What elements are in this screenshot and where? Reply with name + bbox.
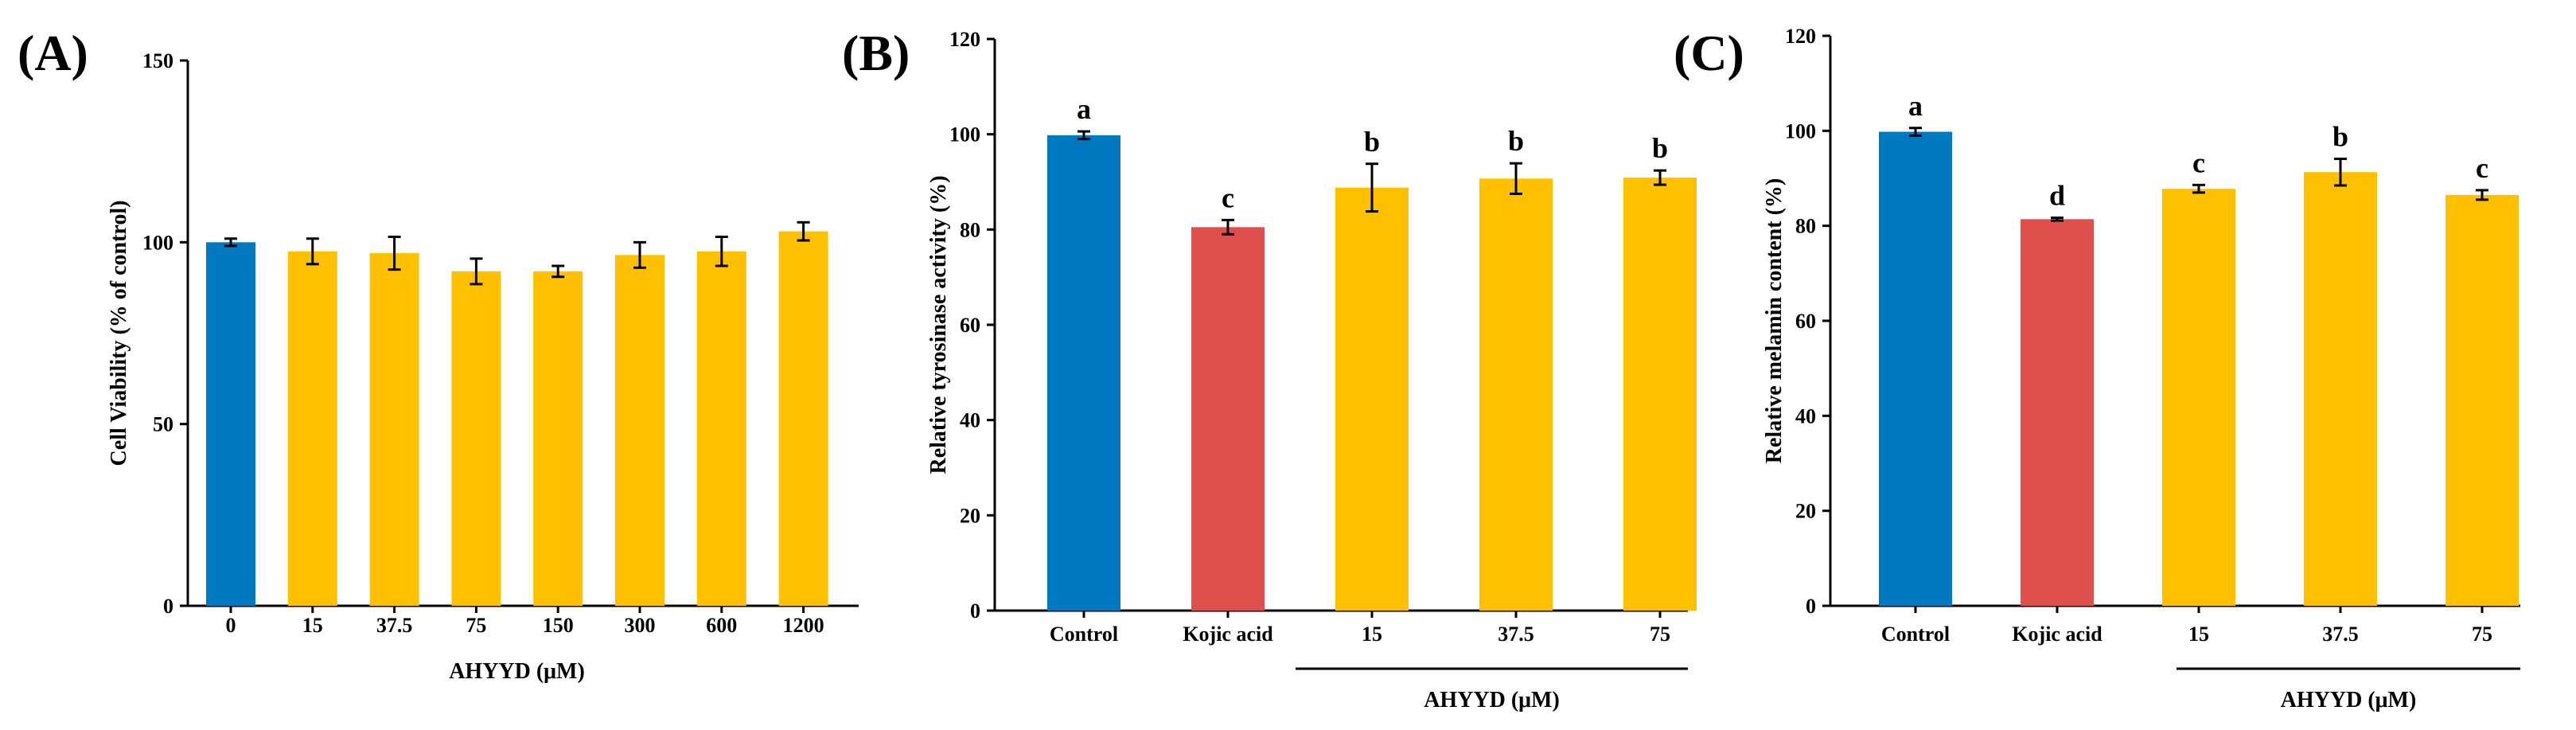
- y-tick-label: 50: [153, 413, 173, 436]
- bar: [615, 255, 664, 606]
- bar: [206, 242, 255, 606]
- bar: [1191, 227, 1265, 611]
- x-tick-label: 0: [226, 614, 236, 637]
- bar: [2162, 189, 2235, 607]
- significance-letter: b: [2332, 121, 2348, 153]
- y-tick-label: 20: [960, 504, 980, 527]
- significance-letter: c: [1222, 182, 1234, 213]
- significance-letter: d: [2049, 180, 2065, 212]
- significance-letter: a: [1077, 93, 1091, 125]
- x-tick-label: 75: [2472, 623, 2492, 646]
- panel-label: (C): [1674, 25, 1744, 81]
- bar: [287, 251, 337, 606]
- chart-panel-b: (B) 0 20 40 60 80 100 120 Relative tyrosinase ac…: [842, 25, 1697, 712]
- bar: [533, 271, 583, 606]
- y-tick-label: 150: [142, 49, 173, 72]
- y-tick-label: 60: [1795, 310, 1816, 333]
- bar: [1047, 135, 1120, 611]
- bar: [778, 231, 828, 606]
- bar: [2021, 219, 2094, 606]
- x-tick-label: 75: [466, 614, 486, 637]
- x-axis-title: AHYYD (μM): [449, 659, 585, 684]
- group-label: AHYYD (μM): [2281, 688, 2417, 712]
- y-axis-title: Cell Viability (% of control): [107, 201, 131, 466]
- y-axis-title: Relative melamin content (%): [1762, 178, 1787, 463]
- y-tick-label: 100: [1785, 119, 1816, 142]
- y-tick-label: 40: [960, 409, 980, 432]
- chart-panel-c: (C) 0 20 40 60 80 100 120 Relative melamin conte…: [1674, 25, 2520, 712]
- bar: [1335, 187, 1409, 611]
- x-tick-label: 15: [302, 614, 323, 637]
- panel-label: (B): [842, 25, 910, 81]
- x-tick-label: 75: [1650, 623, 1670, 646]
- y-tick-label: 20: [1795, 500, 1816, 523]
- bar: [1623, 178, 1697, 611]
- x-tick-label: 600: [706, 614, 737, 637]
- y-axis-title: Relative tyrosinase activity (%): [926, 175, 951, 474]
- bar: [2304, 172, 2377, 606]
- significance-letter: c: [2476, 152, 2488, 184]
- bar: [1879, 131, 1952, 606]
- y-tick-label: 40: [1795, 404, 1816, 427]
- y-tick-label: 100: [142, 231, 173, 254]
- x-tick-label: Kojic acid: [1183, 623, 1273, 646]
- significance-letter: b: [1508, 125, 1524, 157]
- x-tick-label: Kojic acid: [2012, 623, 2102, 646]
- significance-letter: b: [1652, 132, 1668, 164]
- x-tick-label: 300: [625, 614, 656, 637]
- x-tick-label: 37.5: [1498, 623, 1534, 646]
- significance-letter: c: [2192, 146, 2205, 178]
- y-tick-label: 80: [960, 218, 980, 241]
- y-tick-label: 0: [163, 595, 173, 618]
- x-tick-label: Control: [1881, 623, 1950, 646]
- x-tick-label: 15: [2188, 623, 2209, 646]
- significance-letter: b: [1364, 126, 1380, 158]
- y-tick-label: 0: [1806, 595, 1816, 618]
- y-tick-label: 120: [949, 28, 980, 51]
- x-tick-label: 37.5: [2322, 623, 2359, 646]
- y-tick-label: 120: [1785, 25, 1816, 48]
- x-tick-label: 15: [1362, 623, 1382, 646]
- x-tick-label: 150: [543, 614, 574, 637]
- x-tick-label: Control: [1050, 623, 1118, 646]
- y-tick-label: 100: [949, 123, 980, 146]
- bar: [2445, 194, 2519, 607]
- significance-letter: a: [1908, 90, 1923, 122]
- bar: [696, 251, 746, 606]
- y-tick-label: 0: [970, 599, 980, 623]
- bar: [451, 271, 501, 606]
- x-tick-label: 1200: [783, 614, 824, 637]
- panel-label: (A): [18, 25, 88, 81]
- x-tick-label: 37.5: [376, 614, 413, 637]
- y-tick-label: 80: [1795, 215, 1816, 238]
- group-label: AHYYD (μM): [1424, 688, 1560, 712]
- y-tick-label: 60: [960, 314, 980, 337]
- bar: [1479, 178, 1553, 611]
- bar: [369, 253, 419, 606]
